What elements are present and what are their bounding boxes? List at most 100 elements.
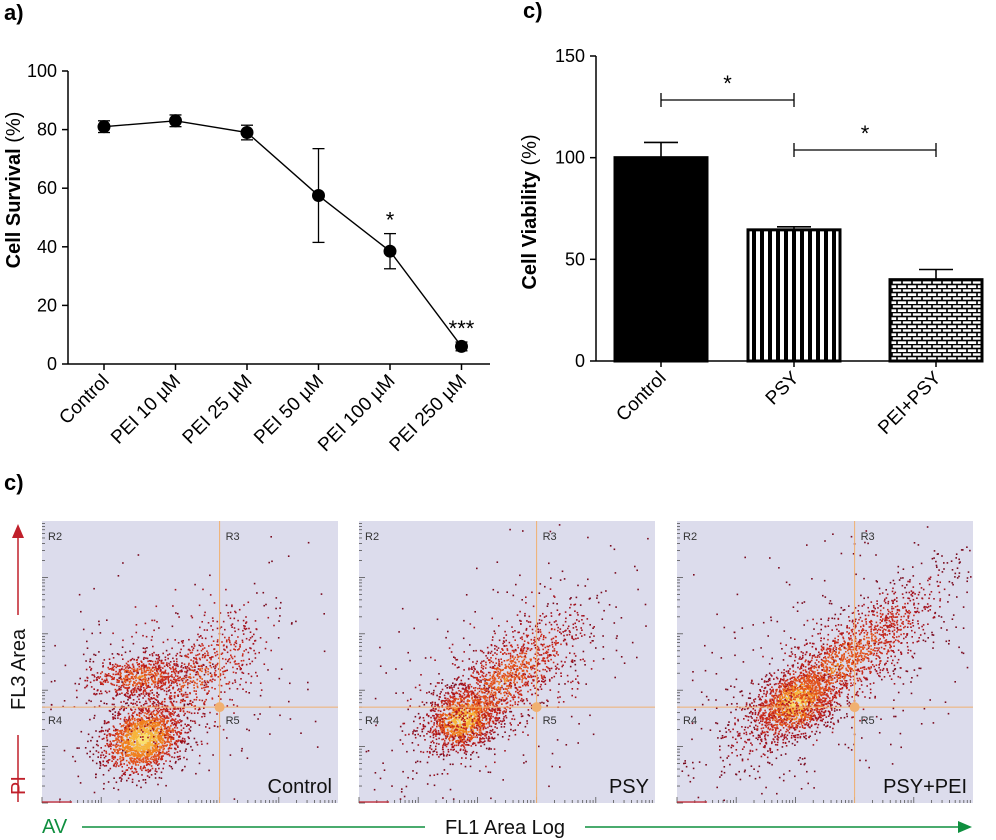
flow-event-dot [108,658,111,660]
flow-event-dot [129,650,131,653]
flow-event-dot [100,682,102,685]
flow-event-dot [131,667,133,670]
flow-event-dot [173,696,176,699]
flow-event-dot [124,664,126,667]
flow-event-dot [189,680,192,682]
flow-event-dot [468,717,471,720]
flow-event-dot [148,760,150,763]
flow-event-dot [109,643,112,646]
flow-event-dot [164,669,167,672]
flow-event-dot [183,675,186,677]
flow-event-dot [121,668,123,670]
panel-a-data-point [383,244,397,258]
flow-event-dot [437,733,440,735]
flow-event-dot [91,674,94,676]
flow-event-dot [149,674,151,676]
flow-event-dot [521,676,523,678]
flow-event-dot [155,657,158,660]
flow-event-dot [117,711,120,713]
flow-event-dot [125,678,127,681]
flow-event-dot [194,583,196,586]
flow-event-dot [195,772,197,775]
flow-event-dot [259,694,262,697]
flow-event-dot [216,620,219,623]
flow-event-dot [446,733,448,735]
flow-event-dot [154,673,157,676]
flow-event-dot [176,684,179,687]
flow-event-dot [226,669,228,672]
flow-event-dot [142,767,144,770]
flow-event-dot [195,654,197,657]
flow-event-dot [494,726,496,728]
flow-event-dot [465,725,467,727]
flow-event-dot [137,729,139,732]
flow-event-dot [280,668,283,670]
flow-event-dot [411,742,414,744]
flow-event-dot [135,732,138,735]
flow-event-dot [475,699,477,702]
flow-event-dot [459,697,462,700]
flow-event-dot [148,667,151,669]
flow-event-dot [235,672,237,674]
flow-event-dot [150,663,152,666]
flow-event-dot [125,749,128,752]
flow-event-dot [479,711,482,714]
flow-event-dot [160,732,162,734]
flow-event-dot [205,667,208,669]
flow-event-dot [144,720,147,723]
flow-event-dot [125,707,128,709]
flow-event-dot [133,728,136,731]
flow-event-dot [122,734,124,736]
flow-event-dot [164,681,167,684]
flow-event-dot [224,676,226,679]
flow-event-dot [450,713,452,716]
flow-event-dot [250,682,252,684]
flow-event-dot [457,698,459,700]
flow-event-dot [160,682,162,685]
flow-event-dot [482,741,485,743]
flow-event-dot [159,746,162,748]
flow-event-dot [120,701,122,703]
flow-event-dot [130,737,132,739]
flow-event-dot [456,716,458,718]
flow-event-dot [172,729,175,732]
panel-a-x-tick-label: Control [55,371,113,429]
flow-event-dot [147,717,150,719]
flow-event-dot [256,592,258,594]
flow-event-dot [155,718,158,721]
flow-event-dot [181,695,184,697]
flow-event-dot [124,675,127,677]
flow-event-dot [320,593,323,595]
flow-event-dot [150,721,152,724]
flow-event-dot [543,675,545,677]
flow-event-dot [460,683,463,686]
flow-event-dot [179,733,182,735]
flow-event-dot [162,684,164,686]
flow-event-dot [103,679,106,682]
flow-event-dot [480,705,482,707]
flow-event-dot [158,722,160,725]
flow-region-label: R2 [48,531,62,543]
flow-event-dot [527,621,530,623]
flow-event-dot [174,639,176,641]
flow-event-dot [144,734,146,737]
flow-event-dot [117,733,120,735]
flow-event-dot [143,749,146,751]
flow-event-dot [181,662,183,664]
flow-event-dot [146,717,148,719]
flow-event-dot [192,720,194,722]
flow-event-dot [108,753,111,755]
flow-event-dot [454,708,456,711]
flow-event-dot [217,668,220,670]
flow-event-dot [136,687,139,690]
flow-event-dot [243,627,246,629]
flow-event-dot [469,765,472,768]
flow-event-dot [175,675,177,677]
flow-event-dot [479,733,481,735]
flow-event-dot [167,748,170,750]
flow-event-dot [172,680,174,683]
flow-event-dot [149,738,152,740]
flow-event-dot [74,682,77,685]
flow-event-dot [174,747,176,750]
flow-event-dot [126,702,128,704]
